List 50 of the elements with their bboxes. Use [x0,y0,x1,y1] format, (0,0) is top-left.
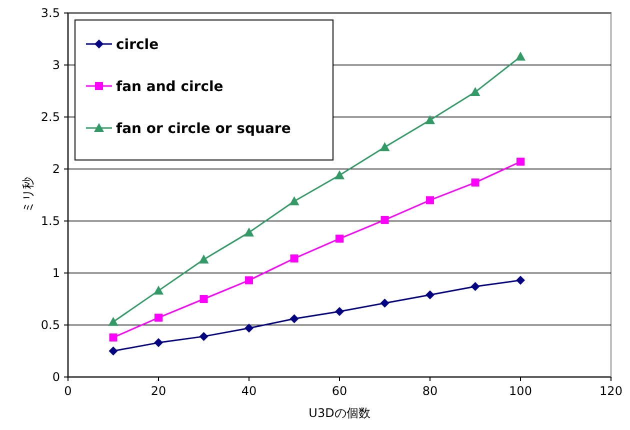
point [426,290,434,300]
x-tick-label: 80 [422,384,438,398]
legend-label: fan or circle or square [116,121,291,137]
point [516,52,526,61]
point [334,170,344,180]
point [470,87,480,96]
y-axis-title: ミリ秒 [21,177,35,213]
y-tick-label: 0 [52,370,60,384]
y-tick-label: 0.5 [40,318,60,332]
legend-label: circle [116,37,159,53]
point [380,216,389,224]
point [336,234,344,243]
point [426,196,434,204]
point [108,346,118,356]
point [471,178,480,187]
y-tick-label: 2 [52,162,60,176]
x-tick-label: 60 [332,384,348,398]
point [380,298,390,308]
x-axis-title: U3Dの個数 [308,406,370,420]
y-tick-label: 2.5 [40,110,60,124]
x-tick-label: 100 [509,384,532,398]
legend-label: fan and circle [116,79,224,95]
point [516,158,524,166]
y-tick-label: 1 [52,266,60,280]
point [109,333,118,342]
point [470,282,480,292]
point [335,306,344,316]
y-tick-label: 3.5 [40,6,60,20]
point [108,316,118,326]
point [198,254,209,264]
point [154,286,164,295]
x-tick-label: 0 [64,384,72,398]
x-tick-label: 20 [150,384,166,398]
point [289,196,300,206]
point [290,314,299,324]
x-tick-label: 120 [600,384,622,398]
point [154,338,163,348]
point [244,324,254,333]
point [380,142,390,152]
y-tick-label: 3 [52,58,60,72]
point [200,295,208,303]
x-tick-label: 40 [241,384,257,398]
point [154,314,162,322]
point [290,254,298,262]
y-tick-label: 1.5 [40,214,60,228]
point [425,115,435,124]
point [199,332,208,341]
point [245,276,253,284]
point [516,276,525,285]
point [244,227,254,236]
